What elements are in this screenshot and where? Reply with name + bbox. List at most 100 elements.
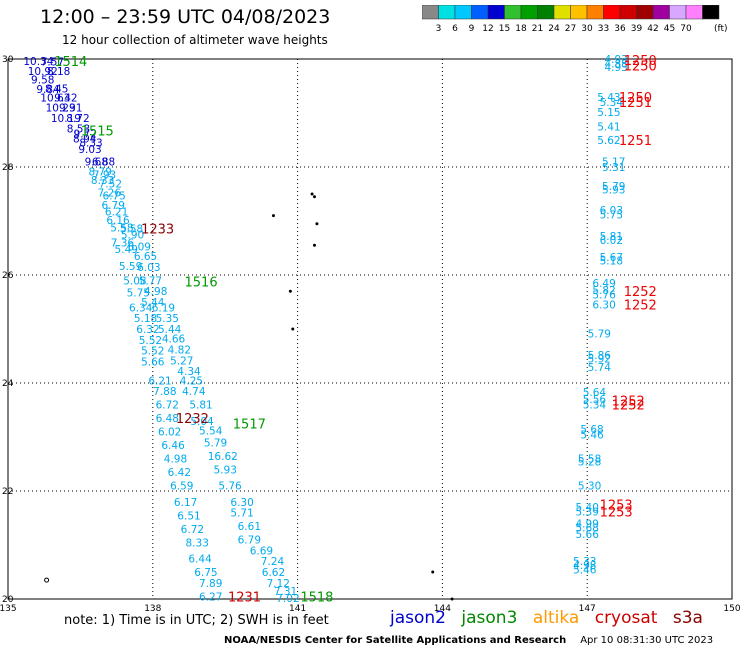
wave-height-label: 5.49 bbox=[115, 244, 138, 256]
color-scale-unit: (ft) bbox=[714, 24, 728, 33]
pass-number-label: 1515 bbox=[81, 124, 114, 139]
island-mark bbox=[44, 577, 50, 583]
x-tick-label: 138 bbox=[144, 604, 161, 614]
wave-height-label: 4.98 bbox=[164, 454, 187, 466]
wave-height-label: 6.30 bbox=[592, 300, 615, 312]
wave-height-label: 9.84 bbox=[36, 84, 60, 96]
y-tick-label: 22 bbox=[2, 487, 13, 497]
color-scale-label: 36 bbox=[614, 24, 626, 33]
wave-height-label: 5.67 bbox=[600, 252, 623, 264]
wave-height-label: 5.44 bbox=[158, 324, 182, 336]
wave-height-label: 6.16 bbox=[106, 215, 130, 227]
wave-height-label: 5.76 bbox=[592, 289, 616, 301]
credit-line: NOAA/NESDIS Center for Satellite Applica… bbox=[224, 635, 713, 646]
x-tick-label: 147 bbox=[579, 604, 596, 614]
wave-height-label: 9.31 bbox=[59, 103, 82, 115]
wave-height-label: 8.33 bbox=[79, 138, 102, 150]
color-scale-label: 42 bbox=[647, 24, 658, 33]
wave-height-label: 5.76 bbox=[218, 481, 242, 493]
wave-height-label: 6.02 bbox=[600, 235, 623, 247]
pass-number-label: 1231 bbox=[228, 590, 261, 605]
wave-height-label: 7.26 bbox=[98, 187, 122, 199]
wave-height-label: 6.32 bbox=[136, 324, 159, 336]
wave-height-label: 5.77 bbox=[139, 275, 162, 287]
x-tick-label: 141 bbox=[289, 604, 306, 614]
chart-subtitle: 12 hour collection of altimeter wave hei… bbox=[62, 33, 328, 47]
wave-height-label: 5.68 bbox=[580, 424, 603, 436]
wave-height-label: 5.79 bbox=[588, 328, 611, 340]
color-scale-label: 33 bbox=[598, 24, 609, 33]
wave-height-label: 5.75 bbox=[127, 287, 150, 299]
wave-height-label: 10.29 bbox=[46, 103, 76, 115]
wave-height-label: 8.94 bbox=[73, 133, 97, 145]
wave-height-label: 6.59 bbox=[170, 481, 193, 493]
wave-height-label: 6.02 bbox=[158, 427, 181, 439]
wave-height-label: 5.68 bbox=[576, 523, 599, 535]
color-scale-label: 12 bbox=[482, 24, 493, 33]
wave-height-label: 5.64 bbox=[583, 387, 607, 399]
wave-height-label: 4.93 bbox=[604, 54, 627, 66]
wave-height-label: 6.75 bbox=[194, 567, 217, 579]
color-scale-label: 3 bbox=[436, 24, 442, 33]
x-tick-label: 150 bbox=[723, 604, 740, 614]
wave-height-label: 10.34 bbox=[23, 56, 53, 68]
wave-height-label: 7.36 bbox=[111, 238, 135, 250]
color-scale-label: 70 bbox=[680, 24, 692, 33]
wave-height-label: 5.35 bbox=[156, 313, 179, 325]
wave-height-label: 5.18 bbox=[134, 313, 157, 325]
timestamp: Apr 10 08:31:30 UTC 2023 bbox=[580, 635, 714, 646]
y-tick-label: 24 bbox=[2, 379, 14, 389]
wave-height-label: 6.72 bbox=[156, 400, 179, 412]
credit-text: NOAA/NESDIS Center for Satellite Applica… bbox=[224, 635, 567, 646]
y-tick-label: 30 bbox=[2, 55, 14, 65]
island-mark bbox=[312, 195, 316, 199]
wave-height-label: 5.04 bbox=[190, 416, 214, 428]
y-tick-label: 28 bbox=[2, 163, 14, 173]
wave-height-label: 5.44 bbox=[141, 297, 165, 309]
island-mark bbox=[312, 243, 316, 247]
wave-height-label: 5.93 bbox=[602, 185, 625, 197]
x-tick-label: 144 bbox=[434, 604, 451, 614]
island-mark bbox=[450, 597, 454, 601]
wave-height-label: 6.09 bbox=[128, 241, 151, 253]
wave-height-label: 5.75 bbox=[600, 210, 623, 222]
wave-height-label: 6.27 bbox=[199, 591, 222, 603]
pass-number-label: 1518 bbox=[300, 590, 333, 605]
wave-height-label: 4.99 bbox=[576, 518, 599, 530]
island-mark bbox=[315, 222, 319, 226]
color-scale-label: 9 bbox=[469, 24, 475, 33]
color-scale-label: 24 bbox=[548, 24, 560, 33]
color-scale-label: 39 bbox=[631, 24, 643, 33]
legend-jason3: jason3 bbox=[461, 608, 518, 628]
wave-height-label: 6.72 bbox=[181, 524, 204, 536]
wave-height-label: 6.03 bbox=[600, 205, 623, 217]
wave-height-label: 7.88 bbox=[153, 386, 176, 398]
wave-height-label: 5.82 bbox=[592, 285, 615, 297]
pass-number-label: 1514 bbox=[54, 55, 87, 70]
wave-height-label: 5.56 bbox=[583, 394, 607, 406]
wave-height-label: 7.93 bbox=[93, 170, 116, 182]
wave-height-label: 7.52 bbox=[99, 179, 122, 191]
color-scale-label: 6 bbox=[452, 24, 458, 33]
wave-height-label: 6.30 bbox=[230, 497, 253, 509]
wave-height-label: 9.03 bbox=[78, 144, 101, 156]
y-tick-label: 26 bbox=[2, 271, 14, 281]
legend-jason2: jason2 bbox=[390, 608, 446, 628]
wave-height-label: 9.42 bbox=[54, 92, 77, 104]
wave-height-label: 6.42 bbox=[168, 467, 191, 479]
wave-height-label: 5.34 bbox=[583, 400, 607, 412]
wave-height-label: 6.48 bbox=[156, 413, 179, 425]
wave-height-label: 5.08 bbox=[123, 275, 146, 287]
wave-height-label: 4.98 bbox=[573, 560, 596, 572]
wave-height-label: 7.89 bbox=[199, 578, 222, 590]
legend-altika: altika bbox=[532, 608, 580, 628]
wave-height-label: 5.71 bbox=[230, 508, 253, 520]
wave-height-label: 6.69 bbox=[250, 545, 273, 557]
wave-height-label: 5.66 bbox=[576, 529, 600, 541]
wave-height-label: 9.58 bbox=[31, 75, 54, 87]
color-scale-label: 21 bbox=[532, 24, 543, 33]
wave-height-label: 5.18 bbox=[600, 255, 623, 267]
wave-height-label: 6.19 bbox=[152, 302, 175, 314]
wave-height-label: 5.92 bbox=[588, 354, 611, 366]
color-scale-label: 30 bbox=[581, 24, 593, 33]
